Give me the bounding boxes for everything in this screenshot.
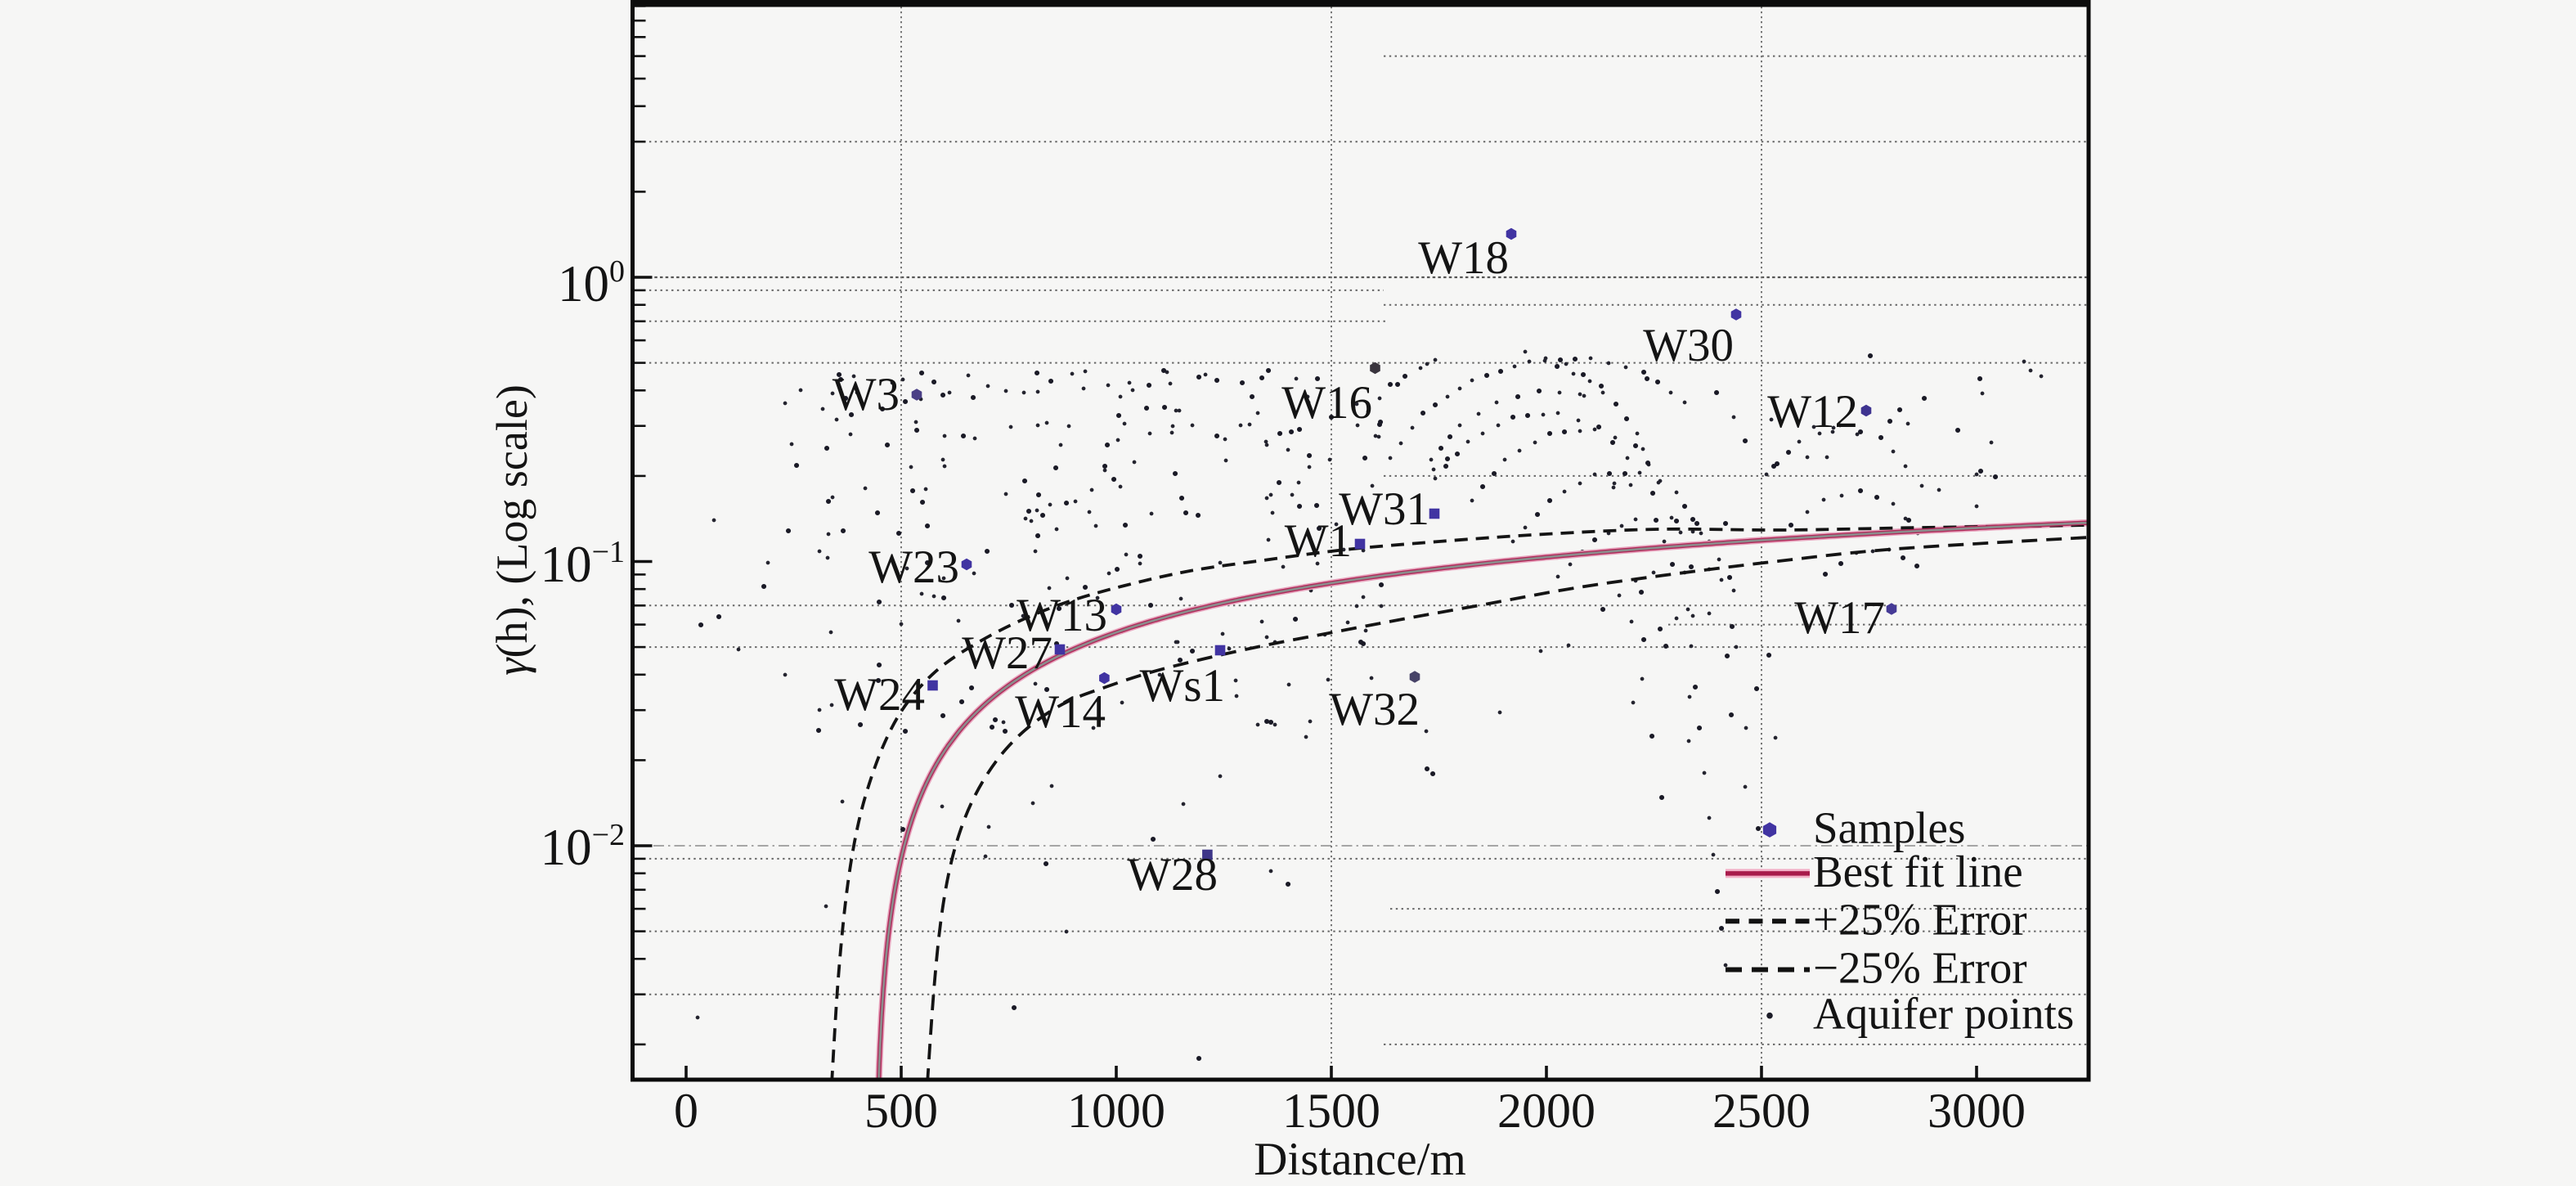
svg-text:W1: W1 [1285, 515, 1352, 567]
svg-text:Best fit line: Best fit line [1813, 847, 2023, 896]
svg-text:3000: 3000 [1928, 1084, 2026, 1138]
svg-text:2000: 2000 [1497, 1084, 1595, 1138]
svg-text:W28: W28 [1127, 849, 1218, 901]
svg-text:W31: W31 [1339, 483, 1429, 535]
svg-text:W14: W14 [1015, 686, 1106, 738]
svg-text:W18: W18 [1418, 232, 1509, 284]
svg-text:Ws1: Ws1 [1140, 660, 1225, 712]
svg-text:Distance/m: Distance/m [1254, 1134, 1466, 1185]
svg-text:γ(h), (Log scale): γ(h), (Log scale) [487, 384, 536, 676]
svg-text:0: 0 [674, 1084, 698, 1138]
svg-text:Samples: Samples [1813, 803, 1965, 853]
svg-text:W12: W12 [1767, 386, 1858, 438]
svg-text:W32: W32 [1329, 684, 1420, 735]
svg-text:1500: 1500 [1282, 1084, 1380, 1138]
svg-text:W13: W13 [1016, 590, 1107, 641]
svg-text:W3: W3 [832, 369, 900, 420]
svg-text:2500: 2500 [1712, 1084, 1811, 1138]
svg-text:−25% Error: −25% Error [1813, 943, 2027, 993]
svg-text:Aquifer points: Aquifer points [1813, 989, 2074, 1039]
svg-text:W16: W16 [1281, 377, 1372, 429]
svg-text:W27: W27 [962, 627, 1052, 679]
svg-text:W17: W17 [1794, 592, 1885, 644]
svg-text:W23: W23 [868, 541, 959, 593]
svg-text:1000: 1000 [1067, 1084, 1165, 1138]
svg-text:+25% Error: +25% Error [1813, 894, 2027, 944]
svg-text:W24: W24 [834, 669, 925, 721]
svg-text:W30: W30 [1643, 320, 1734, 371]
svg-text:500: 500 [864, 1084, 938, 1138]
